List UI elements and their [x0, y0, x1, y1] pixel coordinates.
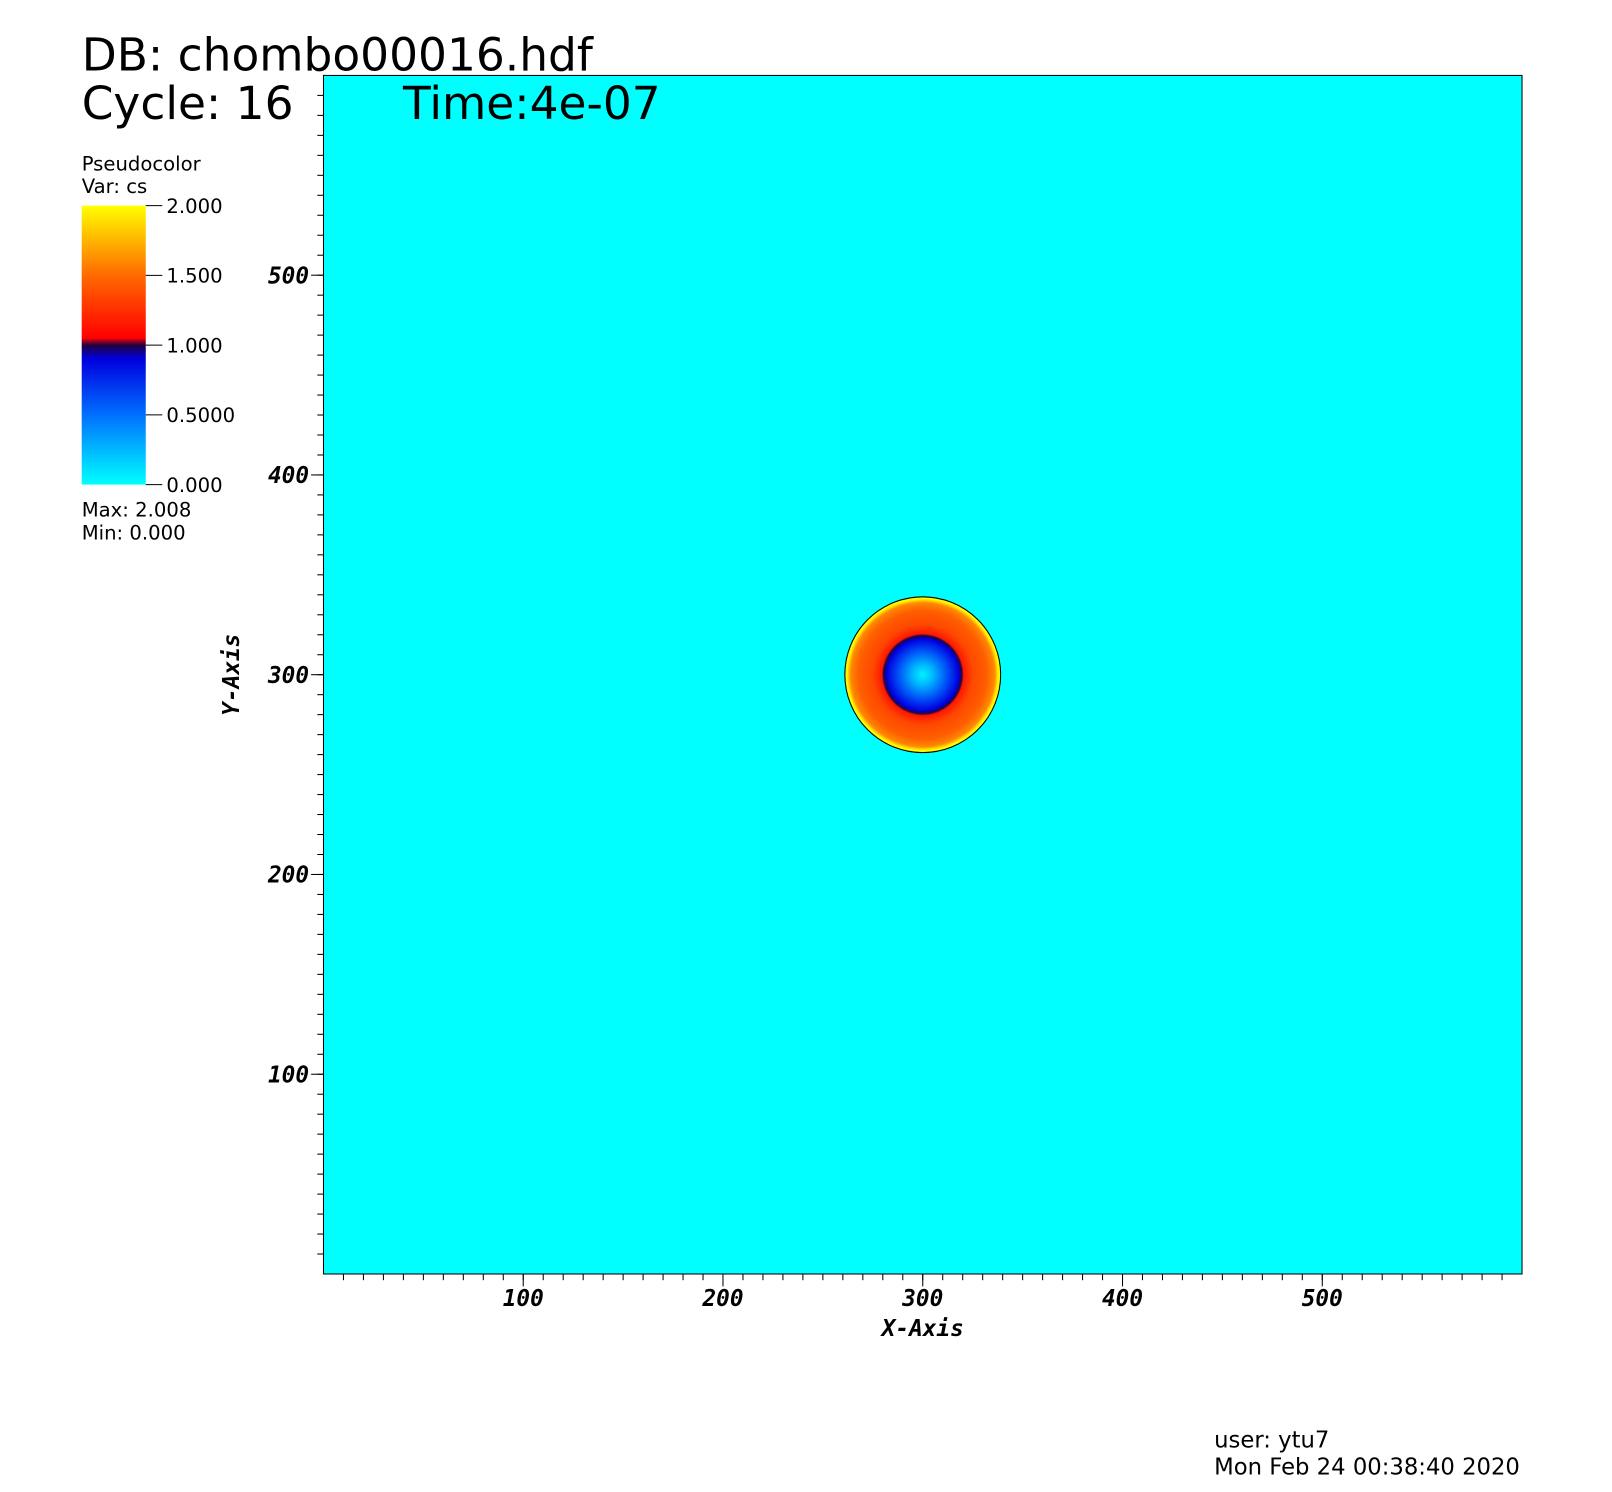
- legend-min: Min: 0.000: [82, 521, 186, 544]
- user-label: user: ytu7: [1214, 1428, 1329, 1454]
- y-tick-label: 500: [268, 263, 309, 289]
- chart-title: DB: chombo00016.hdf: [82, 28, 594, 81]
- time-label: Time:4e-07: [402, 77, 661, 130]
- y-tick-label: 100: [268, 1062, 309, 1088]
- colorbar-tick-label: 0.000: [166, 474, 222, 497]
- legend-title: Pseudocolor: [82, 152, 202, 175]
- legend-max: Max: 2.008: [82, 499, 192, 522]
- x-axis-label: X-Axis: [880, 1316, 964, 1342]
- plot-area: [323, 75, 1523, 1274]
- colorbar-tick-label: 0.5000: [166, 404, 235, 427]
- y-axis-label: Y-Axis: [219, 634, 245, 716]
- y-tick-label: 400: [268, 463, 309, 489]
- colorbar-tick-label: 1.000: [166, 334, 222, 357]
- x-tick-label: 500: [1302, 1286, 1343, 1312]
- field-disc: [844, 596, 1002, 754]
- date-label: Mon Feb 24 00:38:40 2020: [1214, 1454, 1520, 1480]
- x-tick-label: 200: [701, 1286, 743, 1312]
- axes: 100 200 300 400 500 100 200 300 400 500 2.000 1.500…: [81, 74, 1523, 1312]
- x-tick-label: 100: [503, 1286, 544, 1312]
- colorbar: [81, 205, 146, 485]
- cycle-label: Cycle: 16: [82, 77, 294, 130]
- colorbar-tick-label: 1.500: [166, 265, 222, 288]
- x-tick-label: 300: [901, 1286, 943, 1312]
- colorbar-tick-label: 2.000: [166, 195, 222, 218]
- legend-var: Var: cs: [82, 175, 148, 198]
- y-tick-label: 300: [267, 663, 309, 689]
- x-tick-label: 400: [1102, 1286, 1143, 1312]
- y-tick-label: 200: [267, 863, 309, 889]
